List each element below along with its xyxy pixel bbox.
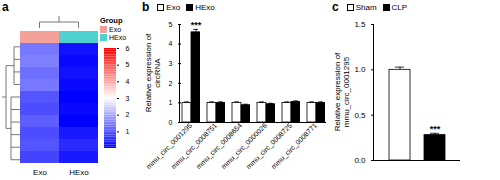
html-text:HExo: HExo — [109, 34, 127, 41]
html-text:b: b — [142, 0, 150, 14]
svg-text:mmu_circ_0001295: mmu_circ_0001295 — [145, 122, 194, 171]
svg-text:mmu_circ_0008725: mmu_circ_0008725 — [245, 122, 294, 171]
svg-text:HExo: HExo — [69, 168, 89, 177]
svg-text:0.5: 0.5 — [354, 111, 366, 120]
svg-text:4: 4 — [169, 40, 173, 47]
html-text:c: c — [332, 0, 339, 14]
html-text:Group: Group — [100, 16, 123, 25]
html-text:Exo: Exo — [109, 26, 122, 33]
svg-text:0: 0 — [169, 119, 173, 126]
svg-text:2: 2 — [126, 111, 130, 118]
svg-text:Exo: Exo — [33, 168, 47, 177]
svg-text:6: 6 — [126, 45, 130, 52]
svg-text:0.0: 0.0 — [354, 156, 366, 165]
svg-text:Relative expression ofmmu_circ: Relative expression ofmmu_circ_0001295 — [333, 52, 351, 131]
svg-text:1.0: 1.0 — [354, 65, 366, 74]
html-text:a: a — [2, 0, 9, 14]
svg-text:1: 1 — [126, 128, 130, 135]
svg-text:mmu_circ_0008654: mmu_circ_0008654 — [195, 122, 244, 171]
svg-text:Relative expression ofcircRNA: Relative expression ofcircRNA — [144, 33, 162, 112]
svg-text:2: 2 — [169, 80, 173, 87]
svg-text:mmu_circ_0008751: mmu_circ_0008751 — [170, 122, 219, 171]
svg-text:3: 3 — [169, 60, 173, 67]
svg-text:***: *** — [430, 124, 441, 134]
svg-text:***: *** — [191, 20, 202, 30]
svg-text:5: 5 — [126, 61, 130, 68]
svg-text:mmu_circ_0008771: mmu_circ_0008771 — [270, 122, 319, 171]
html-text:CLP: CLP — [391, 2, 408, 12]
html-text:HExo: HExo — [195, 2, 215, 12]
html-text:Exo: Exo — [166, 2, 181, 12]
svg-text:3: 3 — [126, 95, 130, 102]
svg-text:1.5: 1.5 — [354, 20, 366, 29]
svg-text:1: 1 — [169, 99, 173, 106]
html-text:Sham: Sham — [355, 2, 377, 12]
svg-text:mmu_circ_0000026: mmu_circ_0000026 — [220, 122, 269, 171]
svg-text:5: 5 — [169, 21, 173, 28]
svg-text:4: 4 — [126, 78, 130, 85]
